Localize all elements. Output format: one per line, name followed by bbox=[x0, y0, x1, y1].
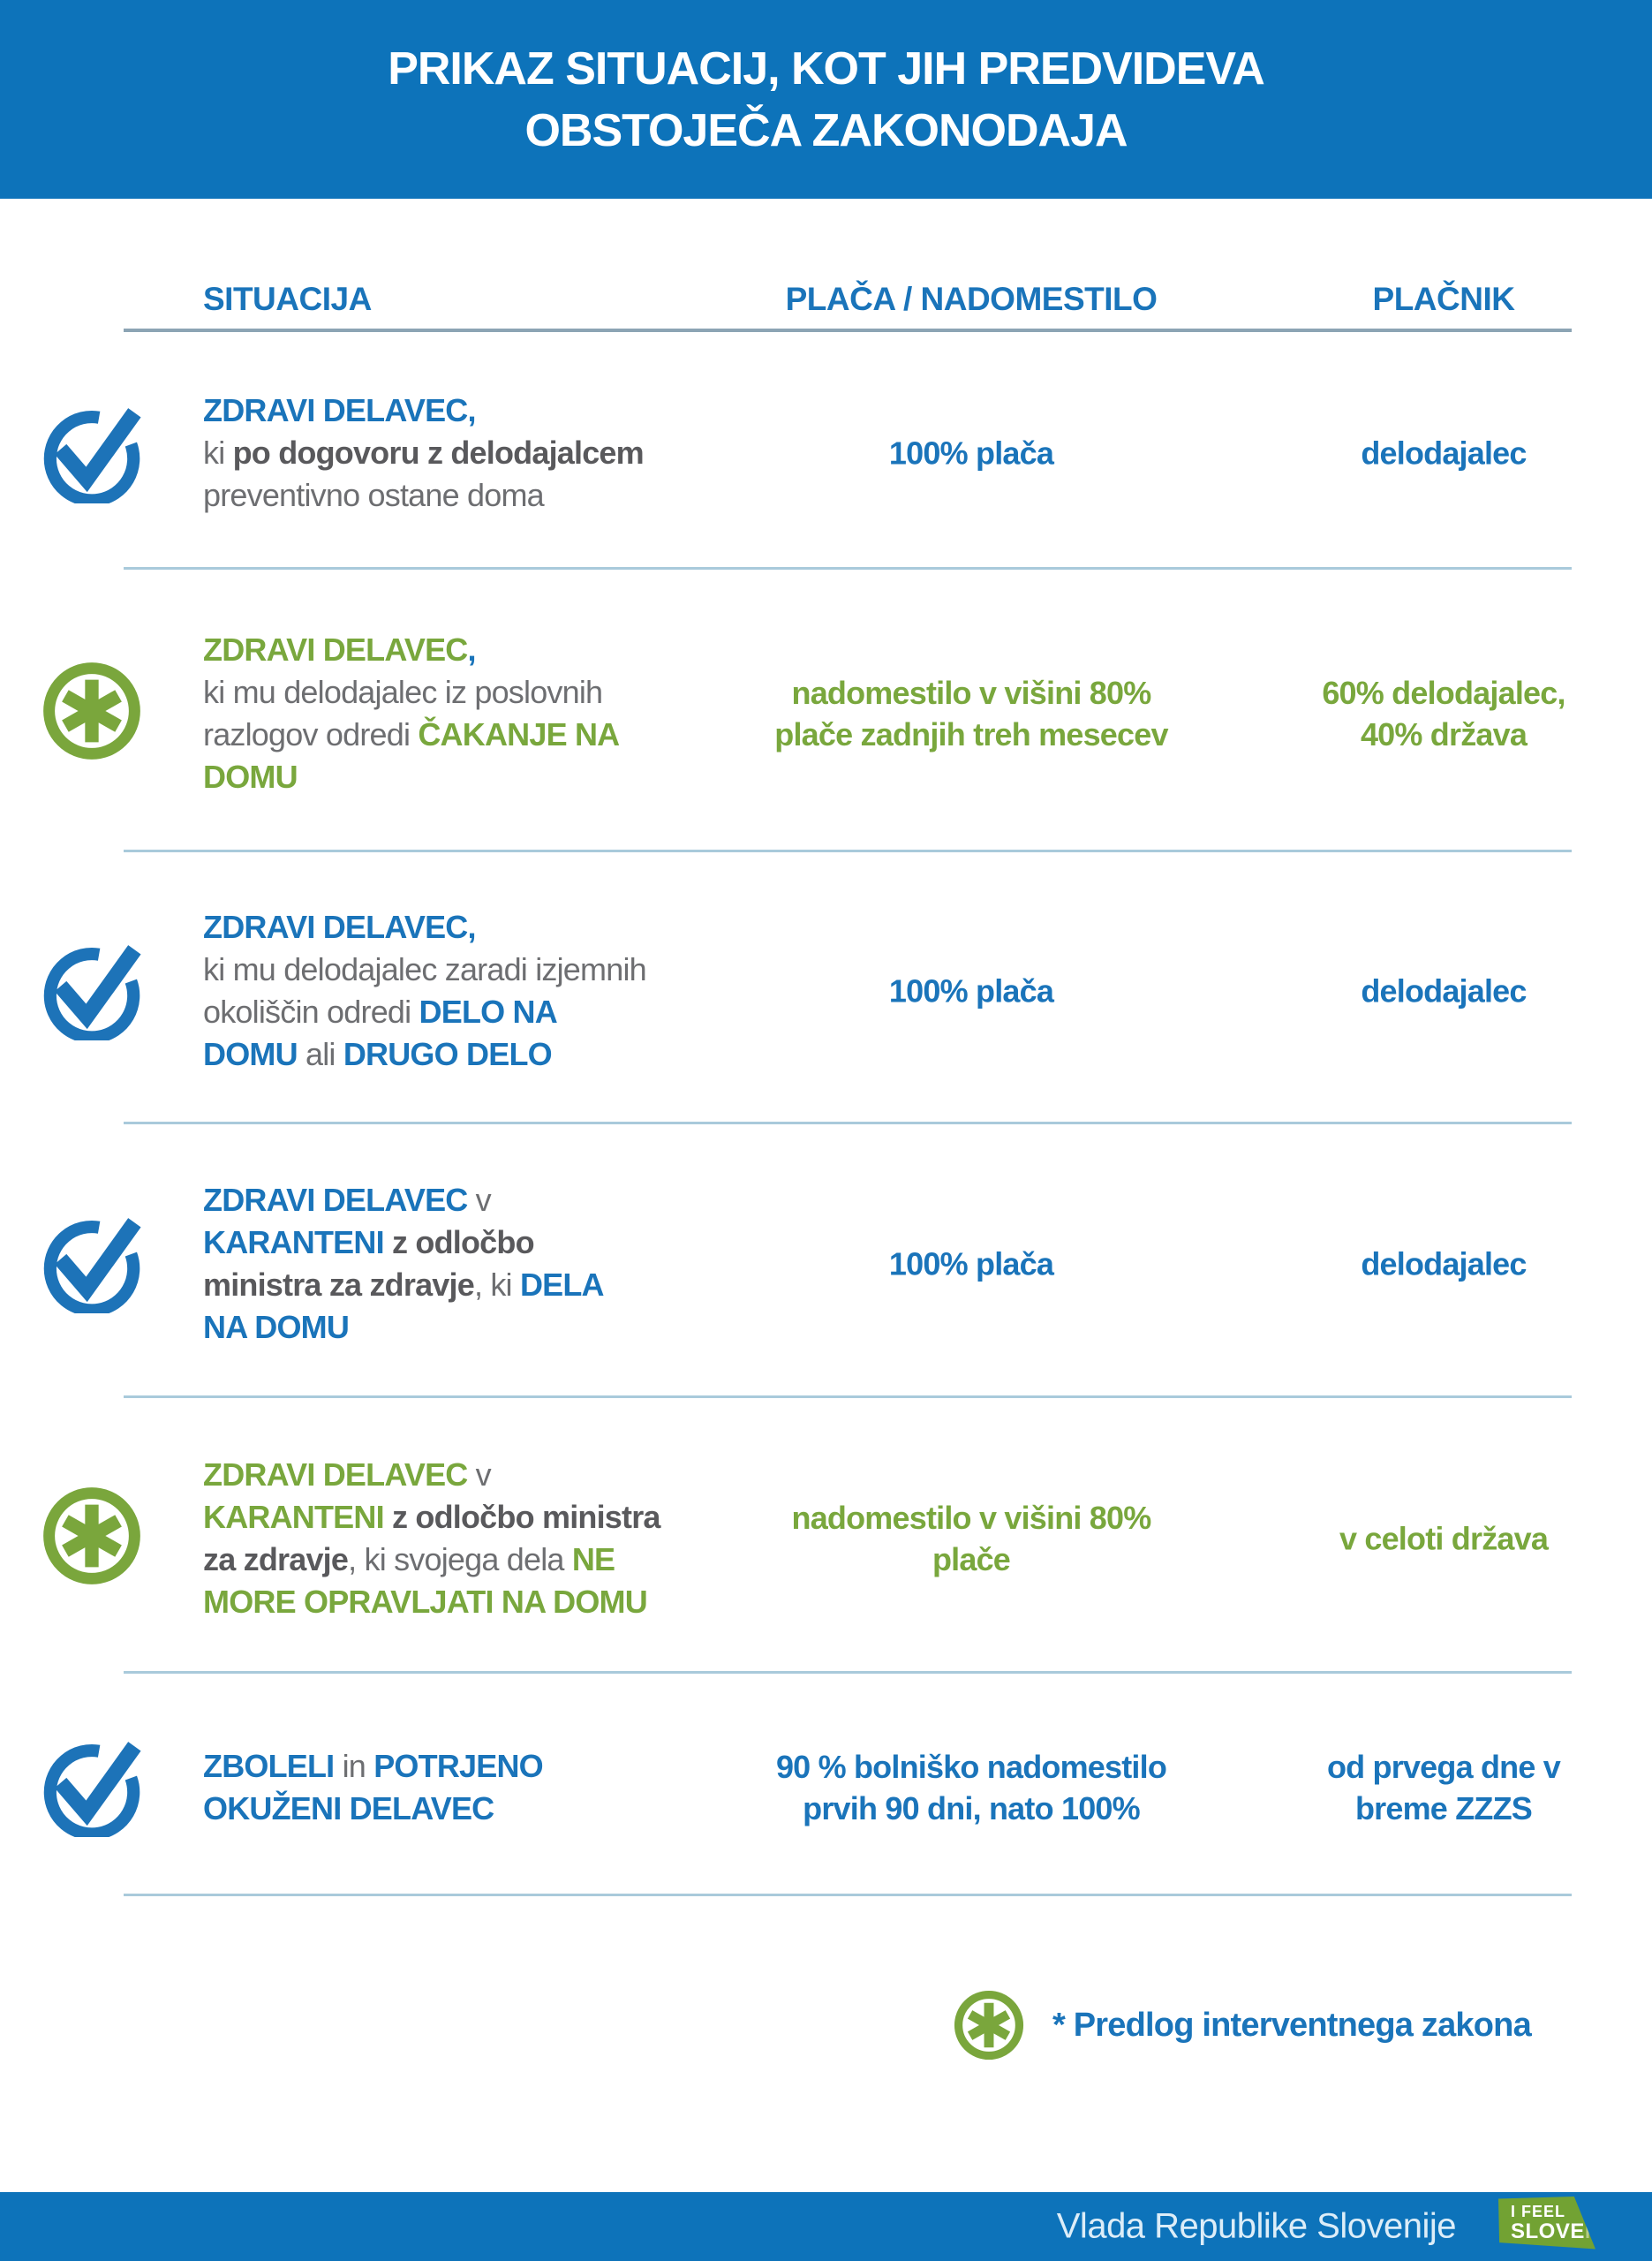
row-divider bbox=[124, 1671, 1572, 1674]
logo-line2: SLOVENIA bbox=[1511, 2221, 1595, 2242]
table-row: ZDRAVI DELAVEC, ki po dogovoru z delodaja… bbox=[0, 332, 1652, 570]
logo-line1: I FEEL bbox=[1511, 2203, 1566, 2220]
footnote-text: * Predlog interventnega zakona bbox=[1052, 2007, 1532, 2044]
payer-cell: delodajalec bbox=[1361, 972, 1527, 1010]
table-row: ZDRAVI DELAVEC, ki mu delodajalec zaradi … bbox=[0, 852, 1652, 1124]
table-row: ZDRAVI DELAVEC v KARANTENI z odločbo minis… bbox=[0, 1124, 1652, 1398]
check-circle-icon bbox=[40, 399, 144, 503]
row-divider bbox=[124, 567, 1572, 570]
footer-bar: Vlada Republike Slovenije I FEEL SLOVENI… bbox=[0, 2192, 1652, 2261]
title-banner: PRIKAZ SITUACIJ, KOT JIH PREDVIDEVA OBST… bbox=[0, 0, 1652, 199]
asterisk-circle-icon bbox=[40, 659, 144, 763]
payer-cell: v celoti država bbox=[1339, 1520, 1549, 1557]
logo-nia: NIA bbox=[1584, 2219, 1623, 2243]
payer-cell: delodajalec bbox=[1361, 435, 1527, 472]
pay-cell: nadomestilo v višini 80% plače zadnjih tr… bbox=[774, 675, 1168, 753]
payer-cell: 60% delodajalec, 40% država bbox=[1322, 675, 1565, 753]
footer-title: Vlada Republike Slovenije bbox=[1056, 2206, 1457, 2246]
row-divider bbox=[124, 1122, 1572, 1124]
table-row: ZDRAVI DELAVEC v KARANTENI z odločbo mini… bbox=[0, 1398, 1652, 1674]
page-title-line2: OBSTOJEČA ZAKONODAJA bbox=[524, 104, 1128, 156]
asterisk-circle-icon bbox=[40, 1484, 144, 1588]
row-divider bbox=[124, 1894, 1572, 1896]
column-header-pay: PLAČA / NADOMESTILO bbox=[785, 281, 1158, 317]
situation-cell: ZDRAVI DELAVEC, ki mu delodajalec iz posl… bbox=[203, 631, 620, 796]
table-row: ZDRAVI DELAVEC, ki mu delodajalec iz posl… bbox=[0, 570, 1652, 852]
pay-cell: 90 % bolniško nadomestilo prvih 90 dni, n… bbox=[775, 1748, 1167, 1826]
row-divider bbox=[124, 850, 1572, 852]
pay-cell: 100% plača bbox=[888, 435, 1054, 472]
header-divider bbox=[124, 329, 1572, 332]
row-divider bbox=[124, 1395, 1572, 1398]
logo-slove: SLOVE bbox=[1511, 2219, 1585, 2243]
column-header-payer: PLAČNIK bbox=[1372, 281, 1515, 317]
check-circle-icon bbox=[40, 1209, 144, 1313]
situation-cell: ZDRAVI DELAVEC, ki mu delodajalec zaradi … bbox=[203, 909, 647, 1073]
situation-cell: ZDRAVI DELAVEC v KARANTENI z odločbo minis… bbox=[203, 1182, 605, 1346]
pay-cell: nadomestilo v višini 80% plače bbox=[791, 1500, 1152, 1578]
asterisk-circle-icon bbox=[952, 1988, 1026, 2062]
pay-cell: 100% plača bbox=[888, 1245, 1054, 1282]
check-circle-icon bbox=[40, 936, 144, 1040]
i-feel-slovenia-logo: I FEEL SLOVENIA bbox=[1498, 2197, 1595, 2250]
situation-cell: ZBOLELI in POTRJENO OKUŽENI DELAVEC bbox=[203, 1747, 544, 1826]
page-title-line1: PRIKAZ SITUACIJ, KOT JIH PREDVIDEVA bbox=[388, 42, 1265, 95]
payer-cell: od prvega dne v breme ZZZS bbox=[1326, 1748, 1561, 1826]
column-header-situation: SITUACIJA bbox=[203, 281, 372, 317]
situation-cell: ZDRAVI DELAVEC, ki po dogovoru z delodaja… bbox=[203, 392, 645, 514]
payer-cell: delodajalec bbox=[1361, 1245, 1527, 1282]
pay-cell: 100% plača bbox=[888, 972, 1054, 1010]
situation-cell: ZDRAVI DELAVEC v KARANTENI z odločbo mini… bbox=[203, 1456, 660, 1621]
check-circle-icon bbox=[40, 1733, 144, 1837]
table-row: ZBOLELI in POTRJENO OKUŽENI DELAVEC 90 % … bbox=[0, 1674, 1652, 1896]
